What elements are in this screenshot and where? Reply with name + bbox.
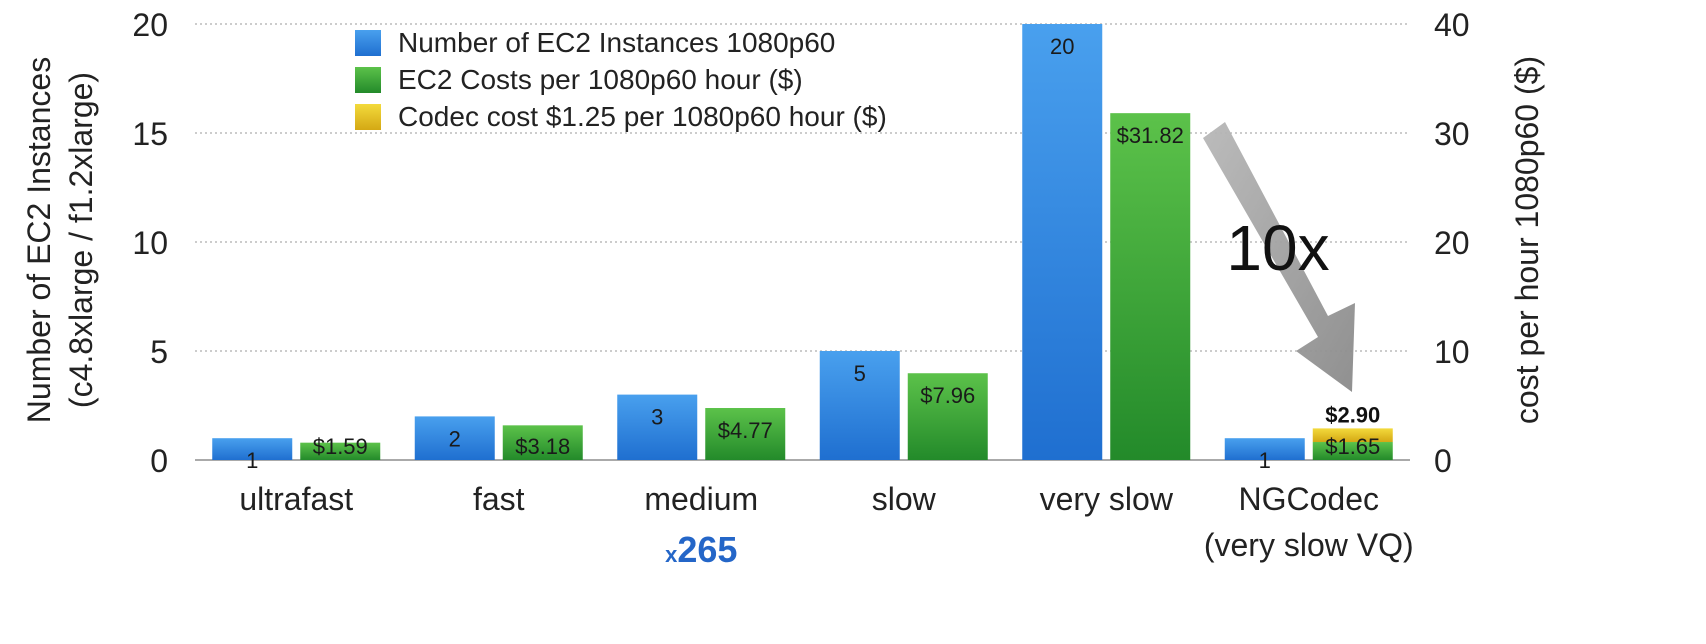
bar-instances-label: 1 — [1259, 448, 1271, 473]
x-tick-label: medium — [644, 481, 758, 517]
y-left-tick-label: 15 — [132, 116, 168, 152]
bar-ec2-cost — [1110, 113, 1191, 461]
x-tick-label: fast — [473, 481, 525, 517]
y-right-tick-label: 30 — [1434, 116, 1470, 152]
y-right-tick-label: 20 — [1434, 225, 1470, 261]
y-right-tick-label: 10 — [1434, 334, 1470, 370]
y-right-tick-label: 40 — [1434, 7, 1470, 43]
annotation-10x: 10x — [1226, 212, 1329, 284]
bar-codec-cost — [1312, 428, 1393, 443]
x-tick-label: slow — [872, 481, 937, 517]
bar-ec2-cost-label: $4.77 — [718, 418, 773, 443]
bar-instances-label: 1 — [246, 448, 258, 473]
bar-ec2-cost-label: $31.82 — [1117, 123, 1184, 148]
bar-instances-label: 20 — [1050, 34, 1074, 59]
y-left-tick-label: 5 — [150, 334, 168, 370]
x-tick-label: very slow — [1040, 481, 1174, 517]
bar-instances — [414, 416, 495, 460]
bar-ec2-cost-label: $1.65 — [1325, 434, 1380, 459]
bar-ec2-cost — [502, 425, 583, 460]
bar-ec2-cost — [300, 442, 381, 460]
bar-instances — [212, 438, 293, 460]
y-left-subtitle: (c4.8xlarge / f1.2xlarge) — [63, 72, 99, 408]
gridlines — [195, 23, 1410, 461]
bar-instances-label: 3 — [651, 405, 663, 430]
y-left-tick-label: 20 — [132, 7, 168, 43]
data-labels: 1 $1.59 2 $3.18 3 $4.77 5 $7.96 20 $31.82 1 $1.65 $2… — [246, 34, 1380, 473]
bar-ec2-cost — [907, 373, 988, 460]
trend-arrow: 10x — [1203, 122, 1355, 392]
axis-titles: Number of EC2 Instances (c4.8xlarge / f1.… — [21, 56, 1545, 424]
y-left-tick-label: 10 — [132, 225, 168, 261]
legend-swatch — [355, 30, 381, 56]
bar-instances — [617, 394, 698, 460]
bar-ec2-cost — [705, 408, 786, 460]
legend-swatch — [355, 67, 381, 93]
y-left-title: Number of EC2 Instances — [21, 57, 57, 423]
bar-instances-label: 2 — [449, 426, 461, 451]
bar-instances-label: 5 — [854, 361, 866, 386]
bar-ec2-cost-label: $7.96 — [920, 383, 975, 408]
bar-ec2-cost-label: $3.18 — [515, 434, 570, 459]
y-right-title: cost per hour 1080p60 ($) — [1509, 56, 1545, 424]
legend-label: EC2 Costs per 1080p60 hour ($) — [398, 64, 803, 95]
legend: Number of EC2 Instances 1080p60 EC2 Costs… — [355, 27, 887, 132]
x-axis: ultrafast fast medium slow very slow NGCodec (… — [239, 481, 1413, 570]
legend-label: Codec cost $1.25 per 1080p60 hour ($) — [398, 101, 887, 132]
bars — [212, 24, 1393, 461]
bar-total-cost-label: $2.90 — [1325, 402, 1380, 427]
y-left-tick-label: 0 — [150, 443, 168, 479]
bar-ec2-cost-label: $1.59 — [313, 434, 368, 459]
bar-instances — [819, 351, 900, 460]
bar-ec2-cost — [1312, 442, 1393, 460]
legend-label: Number of EC2 Instances 1080p60 — [398, 27, 835, 58]
bar-instances — [1224, 438, 1305, 460]
x-tick-label: NGCodec — [1239, 481, 1380, 517]
x-tick-sublabel: (very slow VQ) — [1204, 527, 1414, 563]
y-right-tick-label: 0 — [1434, 443, 1452, 479]
bar-instances — [1022, 24, 1103, 460]
x-tick-label: ultrafast — [239, 481, 353, 517]
arrow-shape — [1203, 122, 1355, 392]
x265-group-label: x265 — [665, 529, 737, 570]
legend-swatch — [355, 104, 381, 130]
